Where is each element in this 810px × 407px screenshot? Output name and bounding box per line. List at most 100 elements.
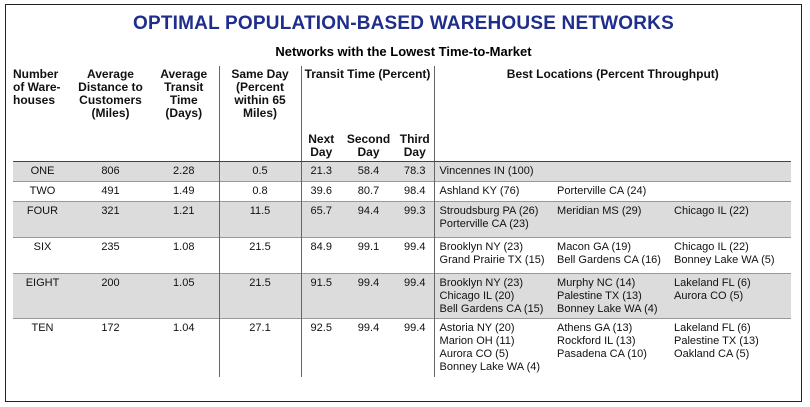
row-label-cell: SIX bbox=[33, 241, 52, 253]
header-avg-distance: Average Distance to Customers (Miles) bbox=[72, 66, 149, 162]
best-locations-cell: Murphy NC (14) Palestine TX (13) Bonney La… bbox=[552, 273, 670, 319]
avg-transit-cell: 2.28 bbox=[149, 161, 219, 182]
table-row: SIX 235 1.08 21.5 84.9 99.1 99.4 Brooklyn NY (2… bbox=[13, 237, 792, 274]
figure-frame: OPTIMAL POPULATION-BASED WAREHOUSE NETWO… bbox=[5, 4, 802, 402]
next-day-cell: 39.6 bbox=[300, 181, 341, 202]
third-day-cell: 99.4 bbox=[396, 273, 435, 319]
table-row: ONE 806 2.28 0.5 21.3 58.4 78.3 Vincennes IN (1… bbox=[13, 161, 792, 182]
avg-distance-cell: 806 bbox=[72, 161, 149, 182]
location-entry: Chicago IL (22) bbox=[674, 205, 749, 217]
location-entry: Brooklyn NY (23) bbox=[439, 241, 524, 253]
location-entry: Ashland KY (76) bbox=[439, 185, 520, 197]
location-entry: Astoria NY (20) bbox=[439, 322, 515, 334]
avg-transit-cell: 1.08 bbox=[173, 241, 195, 253]
next-day-cell: 92.5 bbox=[300, 318, 341, 377]
location-entry: Athens GA (13) bbox=[557, 322, 633, 334]
location-entry: Meridian MS (29) bbox=[557, 205, 642, 217]
table-body: ONE 806 2.28 0.5 21.3 58.4 78.3 Vincennes IN (1… bbox=[13, 161, 792, 377]
location-entry: Palestine TX (13) bbox=[674, 335, 759, 347]
avg-transit-cell: 1.04 bbox=[173, 322, 195, 334]
best-locations-cell: Macon GA (19) Bell Gardens CA (16) bbox=[552, 238, 669, 274]
location-entry: Macon GA (19) bbox=[557, 241, 632, 253]
header-transit-time: Transit Time (Percent) bbox=[300, 66, 435, 133]
avg-distance-cell: 491 bbox=[101, 185, 120, 197]
best-locations-cell: Stroudsburg PA (26) Porterville CA (23) bbox=[433, 201, 553, 238]
table-row: FOUR 321 1.21 11.5 65.7 94.4 99.3 Stroudsburg P… bbox=[13, 201, 792, 238]
header-second-day: Second Day bbox=[341, 133, 396, 162]
header-same-day: Same Day (Percent within 65 Miles) bbox=[218, 66, 301, 162]
second-day-cell: 58.4 bbox=[341, 161, 396, 182]
best-locations-cell: Vincennes IN (100) bbox=[433, 161, 553, 182]
location-entry: Aurora CO (5) bbox=[674, 290, 744, 302]
avg-transit-cell: 1.21 bbox=[149, 201, 219, 238]
location-entry: Porterville CA (23) bbox=[439, 218, 529, 230]
second-day-cell: 99.1 bbox=[357, 241, 380, 253]
best-locations-cell: Brooklyn NY (23) Chicago IL (20) Bell Gard… bbox=[433, 273, 553, 319]
third-day-cell: 78.3 bbox=[396, 161, 435, 182]
avg-transit-cell: 1.49 bbox=[173, 185, 195, 197]
next-day-cell: 91.5 bbox=[300, 273, 341, 319]
location-entry: Bonney Lake WA (5) bbox=[674, 254, 775, 266]
avg-distance-cell: 235 bbox=[101, 241, 120, 253]
location-entry: Pasadena CA (10) bbox=[557, 348, 647, 360]
header-row-sub: Next Day Second Day Third Day bbox=[13, 133, 791, 162]
location-entry: Chicago IL (22) bbox=[674, 241, 749, 253]
location-entry: Lakeland FL (6) bbox=[674, 322, 751, 334]
location-entry: Vincennes IN (100) bbox=[439, 165, 534, 177]
header-row-top: Number of Ware- houses Average Distance … bbox=[13, 66, 792, 162]
warehouse-networks-table: Number of Ware- houses Average Distance … bbox=[13, 66, 792, 377]
second-day-cell: 94.4 bbox=[341, 201, 396, 238]
best-locations-cell: Meridian MS (29) bbox=[552, 201, 670, 238]
same-day-cell: 27.1 bbox=[218, 318, 301, 377]
location-entry: Rockford IL (13) bbox=[557, 335, 636, 347]
second-day-cell: 99.4 bbox=[341, 273, 396, 319]
row-label-cell: TWO bbox=[29, 185, 56, 197]
table-row: TEN 172 1.04 27.1 92.5 99.4 99.4 Astoria NY (20… bbox=[13, 318, 791, 377]
same-day-cell: 11.5 bbox=[218, 201, 301, 238]
next-day-cell: 21.3 bbox=[300, 161, 341, 182]
header-best-locations: Best Locations (Percent Throughput) bbox=[433, 66, 792, 162]
location-entry: Brooklyn NY (23) bbox=[439, 277, 524, 289]
location-entry: Chicago IL (20) bbox=[439, 290, 515, 302]
location-entry: Grand Prairie TX (15) bbox=[439, 254, 545, 266]
best-locations-cell: Brooklyn NY (23) Grand Prairie TX (15) bbox=[433, 237, 553, 274]
location-entry: Lakeland FL (6) bbox=[674, 277, 751, 289]
header-next-day: Next Day bbox=[300, 133, 341, 162]
next-day-cell: 84.9 bbox=[300, 237, 341, 274]
third-day-cell: 98.4 bbox=[404, 185, 426, 197]
best-locations-cell bbox=[552, 161, 670, 182]
table-row: EIGHT 200 1.05 21.5 91.5 99.4 99.4 Brooklyn NY … bbox=[13, 273, 792, 319]
row-label-cell: ONE bbox=[13, 161, 72, 182]
best-locations-cell: Ashland KY (76) bbox=[433, 181, 553, 202]
page-title: OPTIMAL POPULATION-BASED WAREHOUSE NETWO… bbox=[133, 13, 674, 34]
location-entry: Palestine TX (13) bbox=[557, 290, 642, 302]
page-subtitle: Networks with the Lowest Time-to-Market bbox=[275, 44, 532, 59]
same-day-cell: 21.5 bbox=[218, 237, 301, 274]
location-entry: Marion OH (11) bbox=[439, 335, 515, 347]
best-locations-cell bbox=[669, 182, 791, 202]
location-entry: Murphy NC (14) bbox=[557, 277, 636, 289]
location-entry: Bell Gardens CA (15) bbox=[439, 303, 544, 315]
same-day-cell: 0.5 bbox=[218, 161, 301, 182]
location-entry: Aurora CO (5) bbox=[439, 348, 509, 360]
next-day-cell: 65.7 bbox=[300, 201, 341, 238]
avg-distance-cell: 172 bbox=[101, 322, 120, 334]
avg-distance-cell: 200 bbox=[72, 273, 149, 319]
second-day-cell: 99.4 bbox=[357, 322, 380, 334]
third-day-cell: 99.3 bbox=[396, 201, 435, 238]
location-entry: Porterville CA (24) bbox=[557, 185, 647, 197]
second-day-cell: 80.7 bbox=[357, 185, 380, 197]
location-entry: Stroudsburg PA (26) bbox=[439, 205, 539, 217]
location-entry: Bonney Lake WA (4) bbox=[439, 361, 541, 373]
avg-transit-cell: 1.05 bbox=[149, 273, 219, 319]
best-locations-cell: Lakeland FL (6) Palestine TX (13) Oakland … bbox=[669, 319, 791, 377]
row-label-cell: FOUR bbox=[13, 201, 72, 238]
header-num-warehouses: Number of Ware- houses bbox=[13, 66, 72, 162]
best-locations-cell: Chicago IL (22) bbox=[669, 201, 792, 238]
same-day-cell: 21.5 bbox=[218, 273, 301, 319]
third-day-cell: 99.4 bbox=[404, 241, 426, 253]
row-label-cell: TEN bbox=[31, 322, 54, 334]
best-locations-cell: Lakeland FL (6) Aurora CO (5) bbox=[669, 273, 792, 319]
location-entry: Oakland CA (5) bbox=[674, 348, 750, 360]
location-entry: Bonney Lake WA (4) bbox=[557, 303, 658, 315]
